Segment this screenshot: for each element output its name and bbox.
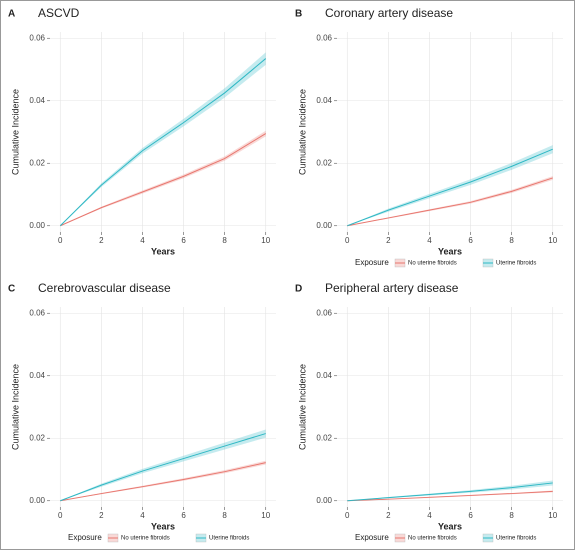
y-tick-label: 0.04 xyxy=(29,371,45,380)
panel-title: Peripheral artery disease xyxy=(325,281,459,295)
x-tick-label: 6 xyxy=(181,236,186,245)
y-tick-label: 0.04 xyxy=(316,96,332,105)
series-line xyxy=(347,482,553,502)
legend-label: Uterine fibroids xyxy=(496,536,536,542)
legend-title: Exposure xyxy=(355,533,389,542)
y-tick-label: 0.04 xyxy=(29,96,45,105)
y-tick-label: 0.06 xyxy=(316,308,332,317)
series-line xyxy=(347,177,553,227)
x-tick-label: 8 xyxy=(222,236,227,245)
legend-title: Exposure xyxy=(68,533,102,542)
x-tick-label: 6 xyxy=(468,511,473,520)
y-tick-label: 0.00 xyxy=(316,496,332,505)
x-tick-label: 0 xyxy=(345,236,350,245)
panel-title: Coronary artery disease xyxy=(325,6,453,20)
legend-label: No uterine fibroids xyxy=(408,536,457,542)
y-axis-label: Cumulative Incidence xyxy=(10,364,20,450)
x-tick-label: 10 xyxy=(548,511,557,520)
x-tick-label: 6 xyxy=(468,236,473,245)
x-tick-label: 8 xyxy=(509,511,514,520)
panel-letter: D xyxy=(295,284,302,295)
y-tick-label: 0.02 xyxy=(316,158,332,167)
legend-label: No uterine fibroids xyxy=(121,536,170,542)
x-tick-label: 0 xyxy=(58,236,63,245)
y-tick-label: 0.04 xyxy=(316,371,332,380)
legend-title: Exposure xyxy=(355,258,389,267)
plot-area xyxy=(337,307,563,507)
x-tick-label: 4 xyxy=(427,236,432,245)
x-axis-label: Years xyxy=(151,521,175,531)
x-tick-label: 2 xyxy=(99,511,104,520)
y-tick-label: 0.06 xyxy=(316,33,332,42)
panel-letter: B xyxy=(295,9,302,20)
y-tick-label: 0.02 xyxy=(29,433,45,442)
plot-area xyxy=(337,32,563,232)
x-tick-label: 2 xyxy=(386,511,391,520)
y-tick-label: 0.00 xyxy=(29,221,45,230)
y-tick-label: 0.02 xyxy=(316,433,332,442)
y-axis-label: Cumulative Incidence xyxy=(297,89,307,175)
series-line xyxy=(60,462,266,502)
y-tick-label: 0.02 xyxy=(29,158,45,167)
legend-label: Uterine fibroids xyxy=(496,261,536,267)
x-tick-label: 6 xyxy=(181,511,186,520)
x-axis-label: Years xyxy=(438,521,462,531)
y-tick-label: 0.06 xyxy=(29,33,45,42)
y-tick-label: 0.00 xyxy=(316,221,332,230)
x-tick-label: 4 xyxy=(140,511,145,520)
x-tick-label: 0 xyxy=(58,511,63,520)
x-tick-label: 10 xyxy=(261,511,270,520)
series-line xyxy=(347,148,553,227)
y-axis-label: Cumulative Incidence xyxy=(10,89,20,175)
y-tick-label: 0.00 xyxy=(29,496,45,505)
x-tick-label: 8 xyxy=(222,511,227,520)
x-tick-label: 2 xyxy=(386,236,391,245)
series-line xyxy=(60,433,266,502)
series-line xyxy=(59,58,267,227)
y-axis-label: Cumulative Incidence xyxy=(297,364,307,450)
panel-title: Cerebrovascular disease xyxy=(38,281,171,295)
panel-letter: A xyxy=(8,9,15,20)
x-tick-label: 4 xyxy=(140,236,145,245)
panel-title: ASCVD xyxy=(38,6,80,20)
x-axis-label: Years xyxy=(151,246,175,256)
plot-area xyxy=(50,307,276,507)
legend-label: Uterine fibroids xyxy=(209,536,249,542)
x-tick-label: 0 xyxy=(345,511,350,520)
legend-label: No uterine fibroids xyxy=(408,261,457,267)
y-tick-label: 0.06 xyxy=(29,308,45,317)
x-tick-label: 10 xyxy=(261,236,270,245)
x-axis-label: Years xyxy=(438,246,462,256)
x-tick-label: 10 xyxy=(548,236,557,245)
x-tick-label: 8 xyxy=(509,236,514,245)
x-tick-label: 2 xyxy=(99,236,104,245)
panel-letter: C xyxy=(8,284,15,295)
series-line xyxy=(347,490,553,502)
x-tick-label: 4 xyxy=(427,511,432,520)
confidence-band xyxy=(224,52,266,98)
series-line xyxy=(60,133,266,227)
